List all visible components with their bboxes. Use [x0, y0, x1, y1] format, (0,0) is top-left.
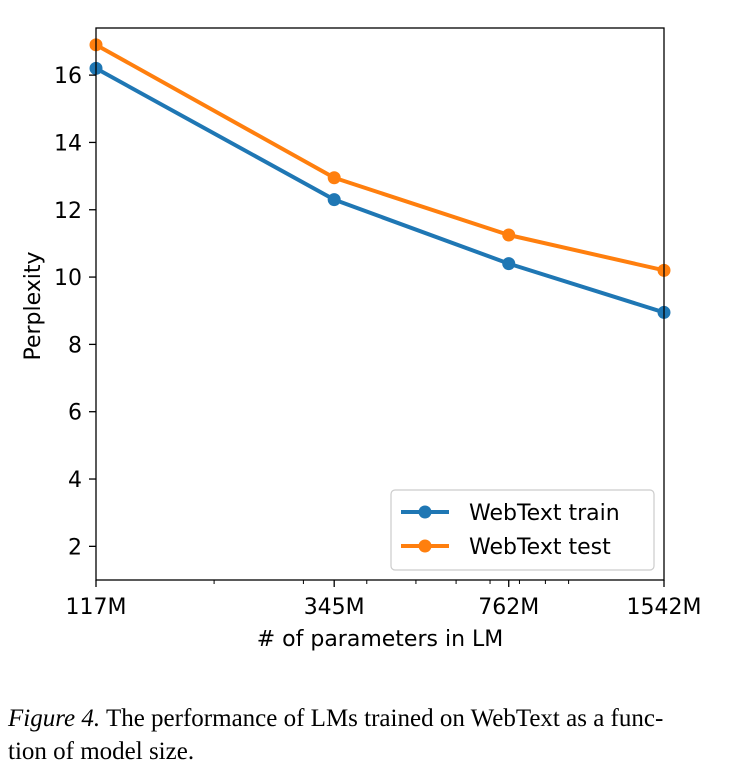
- data-point: [327, 171, 341, 185]
- legend-box: [390, 489, 655, 571]
- y-tick-label: 2: [68, 535, 82, 560]
- x-tick-label: 1542M: [627, 595, 702, 620]
- y-axis-label: Perplexity: [21, 251, 46, 360]
- series-line: [95, 66, 665, 315]
- figure-label: Figure 4.: [8, 705, 101, 732]
- caption-line-2: tion of model size.: [8, 738, 195, 765]
- series-layer: [89, 38, 671, 319]
- legend: WebText train WebText test: [390, 489, 655, 571]
- caption-line-1: The performance of LMs trained on WebTex…: [105, 705, 664, 732]
- legend-label: WebText test: [469, 535, 611, 560]
- y-tick-label: 12: [54, 199, 82, 224]
- y-tick-label: 4: [68, 468, 82, 493]
- axes: 2 4 6 8 10 12 14 16 117M 345M 762M 1542M: [54, 27, 702, 620]
- legend-marker: [418, 539, 432, 553]
- series-1: [89, 38, 671, 277]
- data-point: [327, 193, 341, 207]
- x-axis-label: # of parameters in LM: [257, 627, 504, 652]
- figure-caption: Figure 4. The performance of LMs trained…: [8, 702, 732, 768]
- x-tick-label: 345M: [304, 595, 365, 620]
- y-tick-label: 14: [54, 131, 82, 156]
- series-line: [95, 43, 665, 273]
- legend-item: WebText test: [401, 535, 611, 560]
- axes-frame: [95, 27, 665, 581]
- x-tick-label: 762M: [478, 595, 539, 620]
- y-tick-label: 6: [68, 401, 82, 426]
- y-tick-label: 8: [68, 333, 82, 358]
- legend-marker: [418, 505, 432, 519]
- series-0: [89, 61, 671, 319]
- legend-item: WebText train: [401, 501, 620, 526]
- legend-label: WebText train: [469, 501, 620, 526]
- chart: 2 4 6 8 10 12 14 16 117M 345M 762M 1542M # of param…: [21, 27, 702, 652]
- y-tick-label: 16: [54, 64, 82, 89]
- x-tick-label: 117M: [66, 595, 127, 620]
- y-tick-label: 10: [54, 266, 82, 291]
- data-point: [502, 257, 516, 271]
- data-point: [502, 228, 516, 242]
